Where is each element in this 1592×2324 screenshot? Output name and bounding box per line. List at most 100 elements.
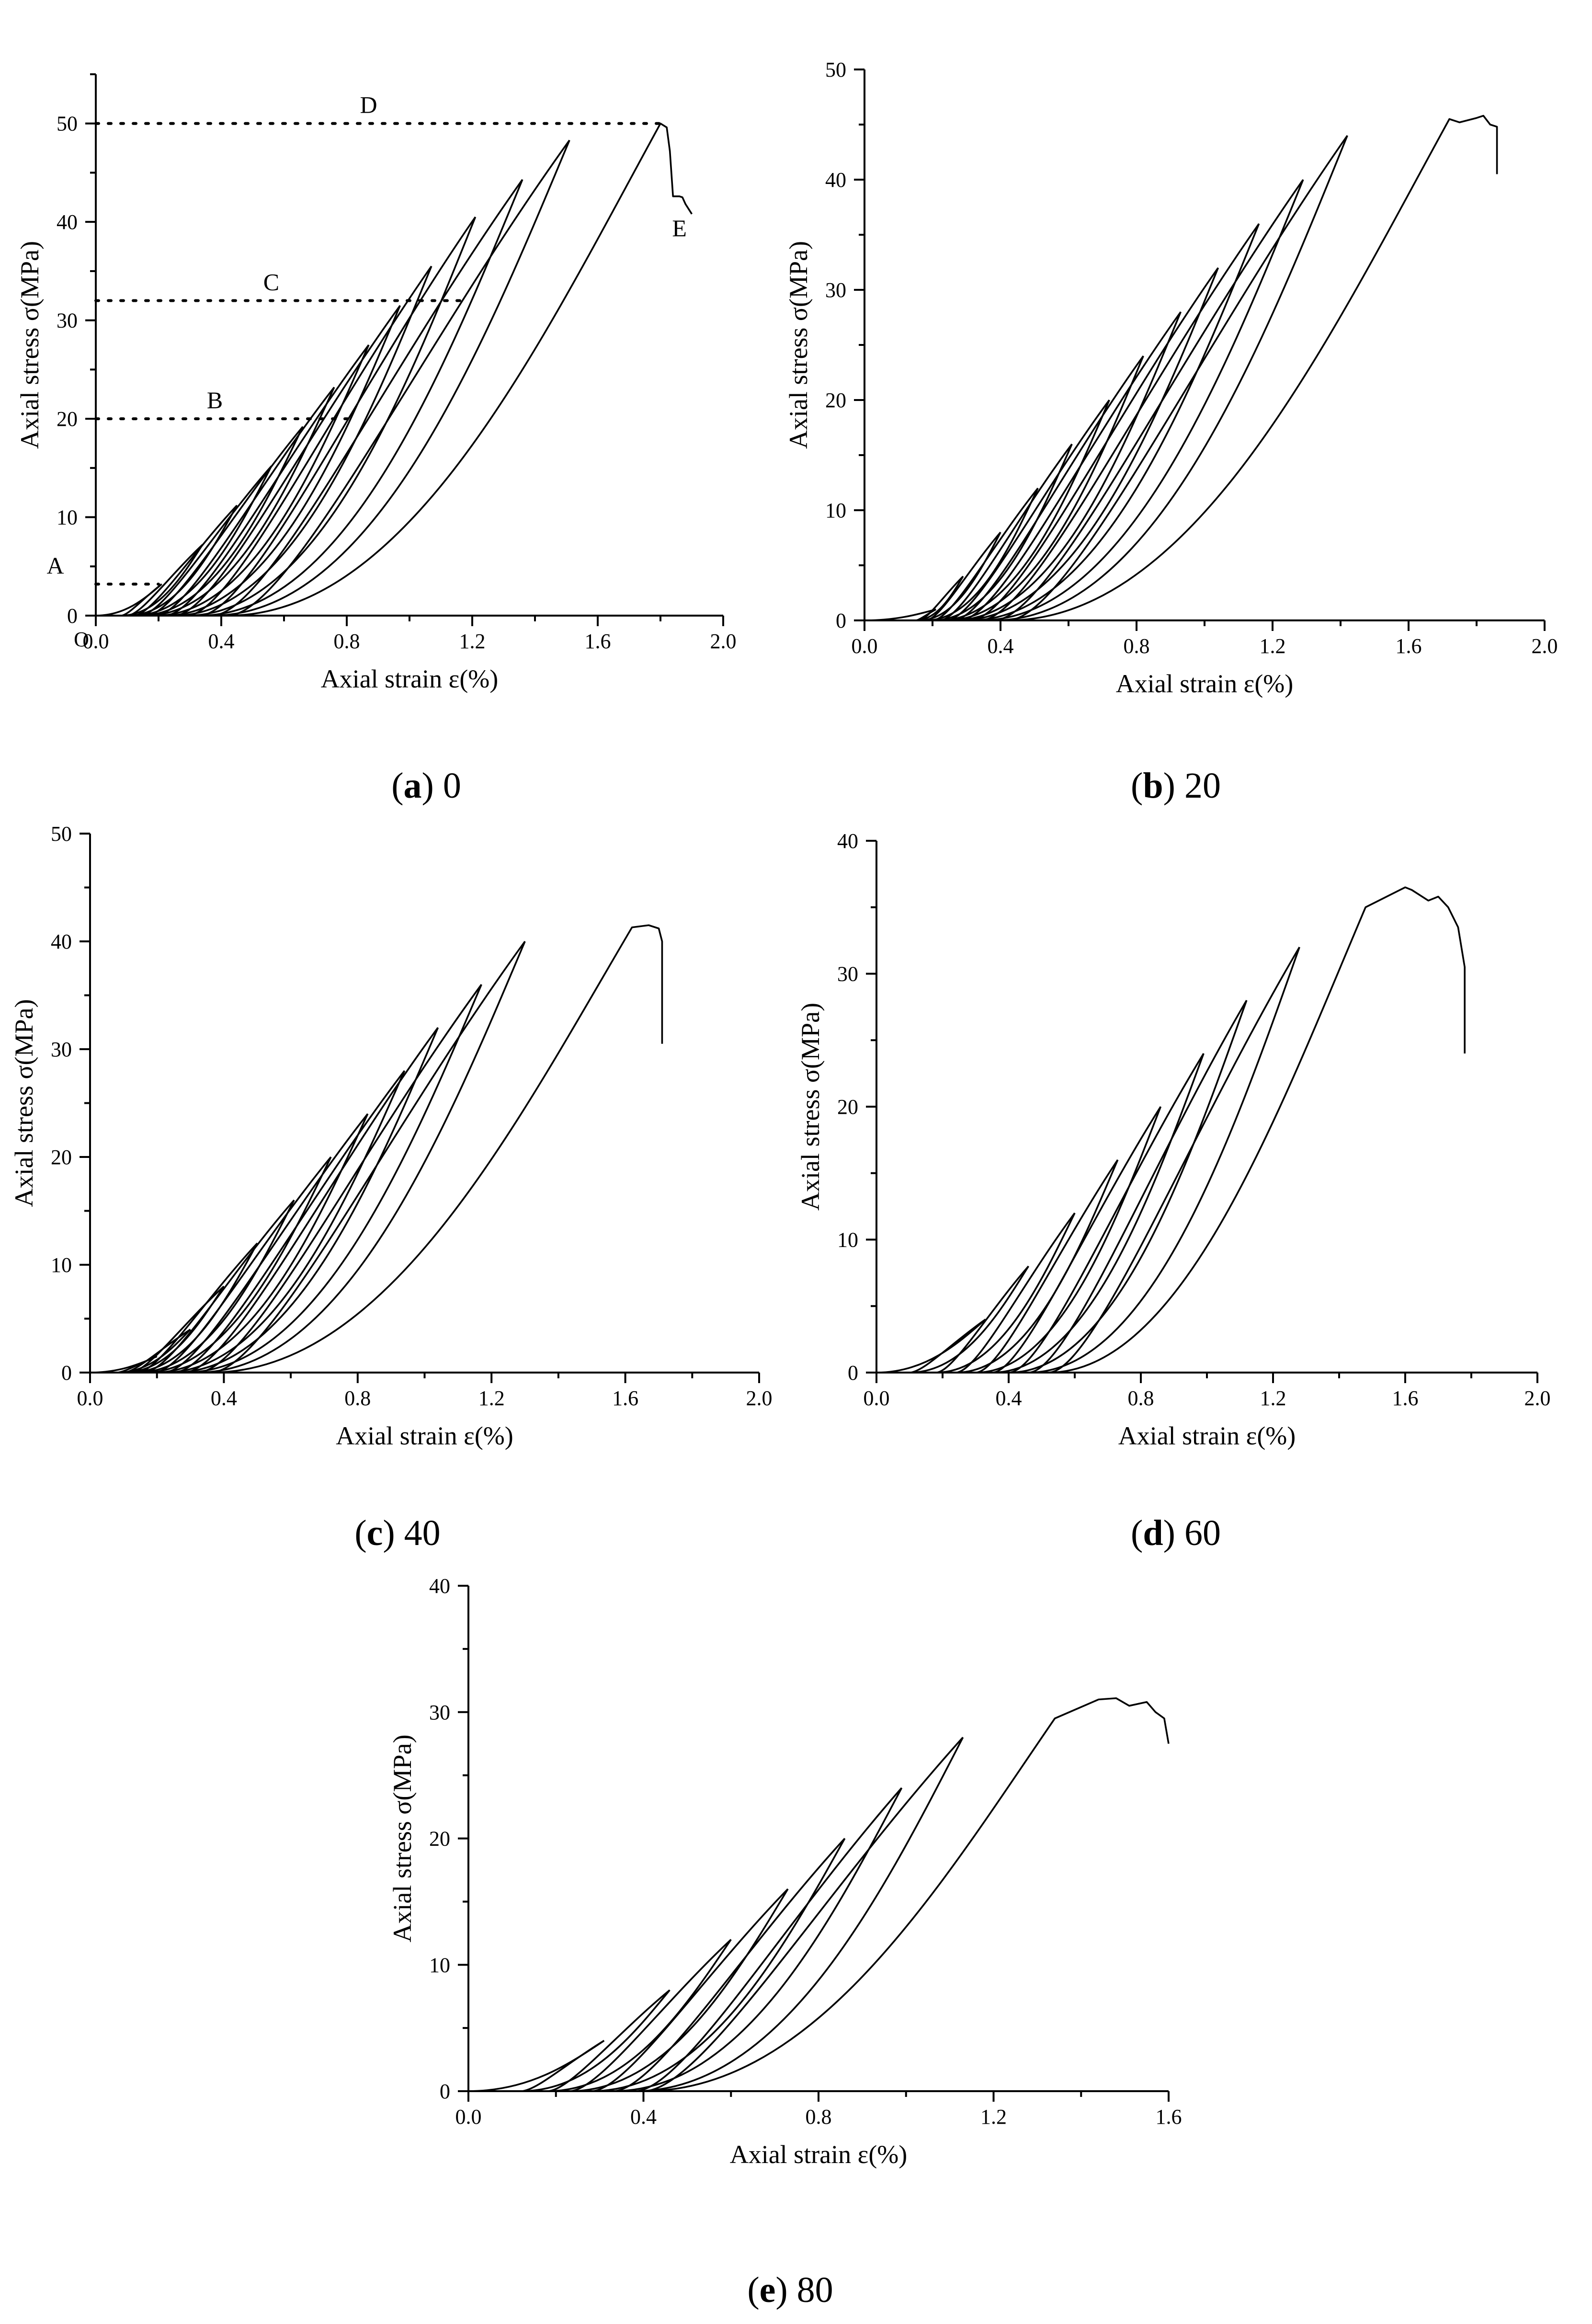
unloading-curve-7 [643,1737,964,2092]
unloading-curve-6 [635,1787,902,2092]
unloading-curve-5 [146,426,304,617]
x-tick-label: 1.2 [980,2105,1007,2129]
panel-b: 0.0 0.4 0.8 1.2 1.6 2.0 0 10 20 30 40 50 Axial strai… [784,58,1558,806]
x-tick-label: 0.8 [806,2105,832,2129]
caption-close-paren: ) [1163,766,1184,806]
x-tick-label: 1.6 [585,630,611,653]
y-tick-label: 30 [57,309,78,332]
y-tick-label: 50 [57,112,78,136]
y-axis-title: Axial stress σ(MPa) [15,241,44,449]
loading-curve-6 [146,387,335,617]
unloading-curve-7 [1028,1000,1248,1374]
unloading-curve-6 [946,399,1110,621]
y-tick-label: 10 [825,499,846,522]
unloading-curve-8 [173,1070,406,1374]
panel-d: 0.0 0.4 0.8 1.2 1.6 2.0 0 10 20 30 40 Axial strain … [796,829,1551,1553]
loading-curve-8 [163,1070,406,1374]
unloading-curve-5 [992,1106,1161,1374]
panel-a: 0.0 0.4 0.8 1.2 1.6 2.0 0 10 20 30 40 50 Axial strai… [15,73,737,806]
loading-curve-2 [521,1989,671,2092]
y-tick-label: 50 [825,58,846,81]
y-axis-title: Axial stress σ(MPa) [388,1734,417,1942]
caption-letter: d [1143,1513,1163,1553]
unloading-curve-5 [939,443,1073,621]
unloading-curve-10 [197,984,482,1374]
caption-open-paren: ( [1131,1513,1143,1553]
unloading-curve-11 [993,179,1304,621]
loading-curve-4 [133,465,273,617]
loading-curve-9 [959,267,1219,621]
x-tick-label: 1.2 [1260,634,1286,658]
x-tick-label: 0.0 [455,2105,482,2129]
loading-curve-4 [925,488,1039,621]
loading-curve-1 [864,608,936,621]
unloading-curve-1 [909,1318,986,1374]
final-loading-curve [227,122,693,617]
unloading-curve-12 [1007,135,1348,621]
caption-close-paren: ) [383,1513,404,1553]
x-tick-label: 0.4 [988,634,1014,658]
loading-curve-3 [936,1213,1076,1374]
y-tick-label: 30 [825,278,846,302]
y-tick-label: 0 [61,1361,72,1385]
loading-curve-8 [1028,947,1300,1374]
y-tick-label: 40 [57,210,78,234]
y-tick-label: 40 [51,930,72,953]
caption-value: 80 [797,2270,833,2310]
loading-curve-6 [992,1053,1205,1374]
y-tick-label: 20 [837,1095,858,1119]
y-tick-label: 0 [67,604,78,628]
unloading-curve-8 [1048,947,1300,1374]
unloading-curve-10 [980,223,1260,621]
unloading-curve-9 [186,265,432,617]
unloading-curve-1 [521,2039,605,2092]
x-axis-title: Axial strain ε(%) [1116,669,1294,698]
unloading-curve-9 [970,267,1219,621]
loading-curve-7 [635,1737,964,2092]
caption-close-paren: ) [775,2270,796,2310]
x-tick-label: 1.2 [459,630,486,653]
loading-curve-5 [139,426,304,617]
loading-curve-11 [199,179,523,617]
y-tick-label: 0 [836,609,846,632]
x-tick-label: 0.4 [208,630,235,653]
panel-c: 0.0 0.4 0.8 1.2 1.6 2.0 0 10 20 30 40 50 Axial strai… [10,822,773,1553]
caption-open-paren: ( [354,1513,366,1553]
origin-label: O [74,628,89,651]
unloading-curve-5 [143,1199,295,1374]
loading-curve-8 [953,311,1182,621]
caption-value: 40 [404,1513,441,1553]
x-tick-label: 0.8 [344,1386,371,1410]
x-axis-title: Axial strain ε(%) [336,1421,513,1450]
unloading-curve-6 [1008,1053,1205,1374]
panel-caption: (d) 60 [1131,1513,1221,1553]
unloading-curve-4 [975,1159,1119,1374]
unloading-curve-12 [227,139,570,617]
caption-close-paren: ) [422,766,443,806]
x-tick-label: 1.6 [1392,1386,1419,1410]
x-tick-label: 1.6 [1156,2105,1182,2129]
caption-letter: a [404,766,422,806]
unloading-curve-6 [153,1156,332,1374]
loading-curve-3 [547,1939,732,2092]
panel-caption: (a) 0 [391,766,461,806]
unloading-curve-6 [155,387,335,617]
reference-label-B: B [207,387,223,413]
x-tick-label: 1.6 [1396,634,1422,658]
loading-curve-4 [955,1159,1119,1374]
y-axis-title: Axial stress σ(MPa) [10,999,38,1207]
final-loading-curve [210,924,663,1374]
caption-letter: c [367,1513,383,1553]
unloading-curve-2 [547,1989,671,2092]
y-tick-label: 40 [825,168,846,192]
reference-label-A: A [46,552,64,579]
x-tick-label: 2.0 [1532,634,1558,658]
point-label-E: E [672,215,687,241]
loading-curve-12 [212,139,570,617]
unloading-curve-8 [959,311,1182,621]
x-tick-label: 2.0 [746,1386,773,1410]
caption-open-paren: ( [391,766,403,806]
loading-curve-6 [939,400,1110,621]
y-axis-title: Axial stress σ(MPa) [784,241,813,449]
y-tick-label: 40 [429,1574,450,1598]
